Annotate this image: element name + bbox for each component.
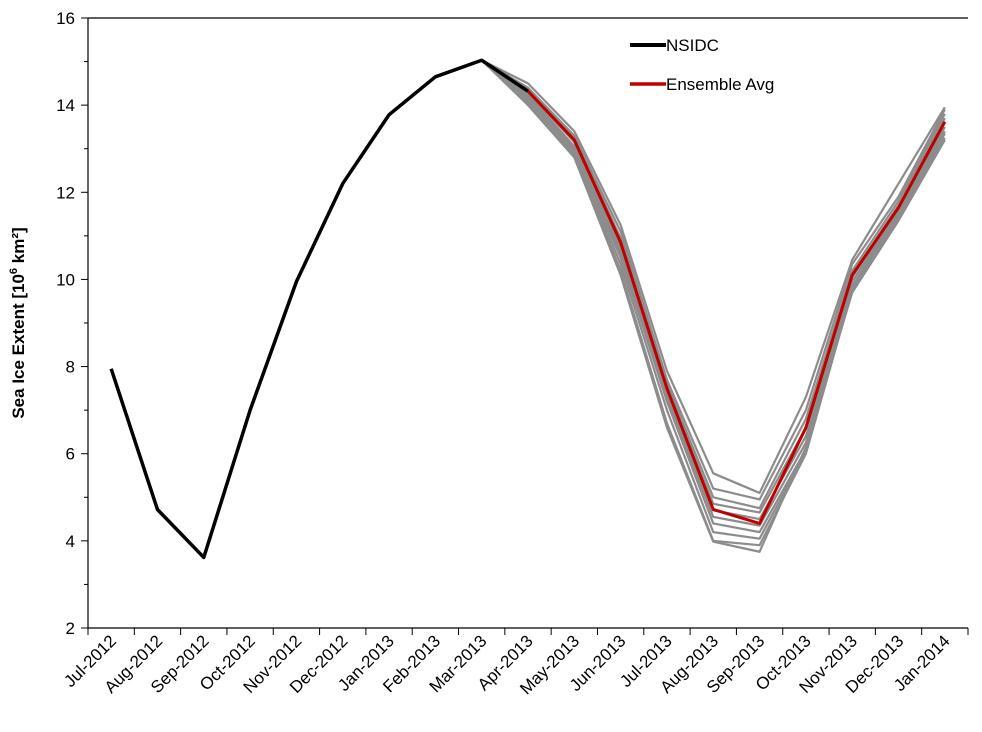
y-tick-label: 12 bbox=[56, 183, 75, 202]
ensemble-member-line bbox=[480, 59, 946, 540]
y-tick-label: 10 bbox=[56, 270, 75, 289]
legend-label-nsidc: NSIDC bbox=[666, 36, 719, 55]
y-axis-title: Sea Ice Extent [106 km²] bbox=[8, 227, 28, 418]
axes bbox=[81, 17, 969, 635]
y-tick-label: 6 bbox=[66, 445, 75, 464]
y-tick-label: 14 bbox=[56, 96, 75, 115]
y-tick-label: 4 bbox=[66, 532, 75, 551]
ensemble-member-line bbox=[480, 59, 946, 534]
legend-label-ensemble-avg: Ensemble Avg bbox=[666, 75, 774, 94]
ensemble-member-line bbox=[481, 59, 946, 495]
plot-area-background bbox=[88, 18, 968, 628]
ensemble-member-line bbox=[481, 59, 946, 501]
y-axis-title-main: Sea Ice Extent [10 bbox=[9, 274, 28, 419]
legend: NSIDC Ensemble Avg bbox=[630, 36, 774, 94]
ensemble-member-line bbox=[481, 59, 946, 527]
ensemble-avg-series-line bbox=[526, 90, 947, 525]
y-tick-label: 16 bbox=[56, 9, 75, 28]
y-tick-labels: 2 4 6 8 10 12 14 16 bbox=[56, 9, 75, 638]
y-tick-label: 8 bbox=[66, 358, 75, 377]
x-tick-labels: Jul-2012Aug-2012Sep-2012Oct-2012Nov-2012… bbox=[60, 631, 953, 698]
y-axis-title-superscript: 6 bbox=[8, 268, 20, 274]
nsidc-series-line bbox=[109, 58, 529, 560]
main-series-lines bbox=[109, 58, 947, 560]
y-axis-title-tail: km²] bbox=[9, 227, 28, 268]
y-tick-label: 2 bbox=[66, 619, 75, 638]
ensemble-member-line bbox=[480, 59, 946, 553]
ensemble-member-lines bbox=[480, 59, 946, 553]
